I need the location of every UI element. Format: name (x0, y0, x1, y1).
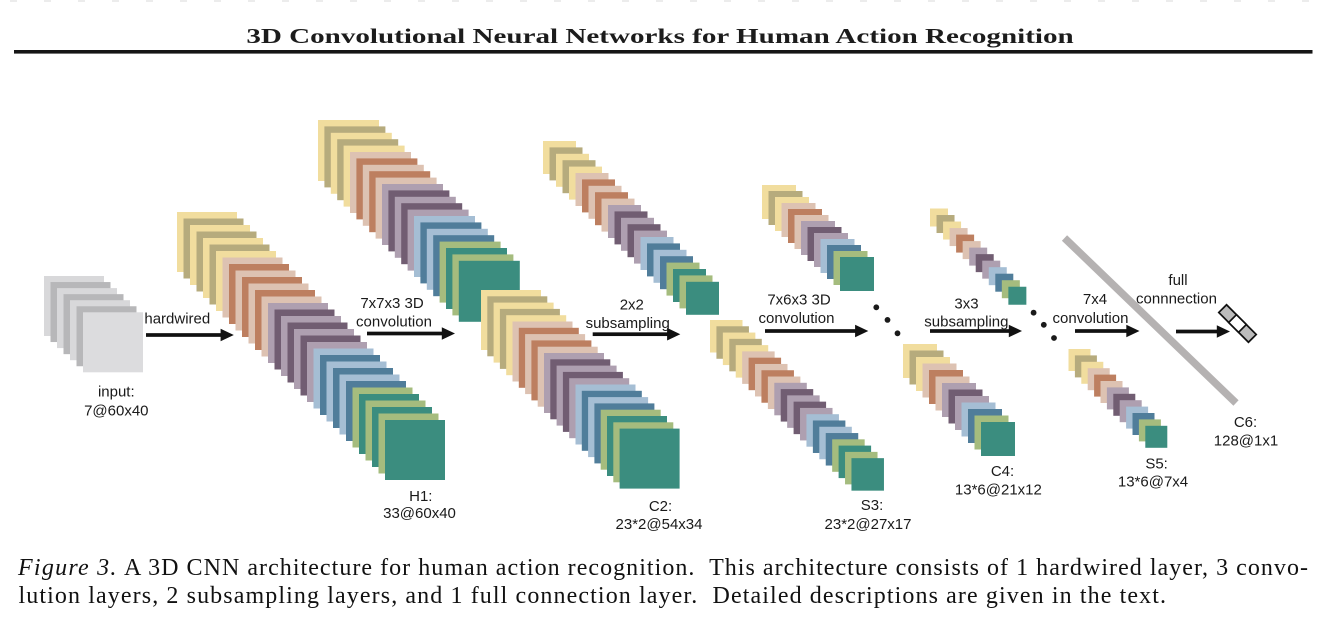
svg-text:C6:: C6: (1234, 414, 1257, 431)
svg-text:7x6x3 3D: 7x6x3 3D (767, 291, 831, 308)
svg-text:C4:: C4: (991, 463, 1014, 480)
svg-text:full: full (1168, 272, 1187, 289)
svg-text:33@60x40: 33@60x40 (383, 505, 456, 522)
svg-text:13*6@7x4: 13*6@7x4 (1118, 473, 1188, 490)
svg-text:convolution: convolution (356, 314, 432, 331)
svg-text:subsampling: subsampling (924, 313, 1008, 330)
svg-text:128@1x1: 128@1x1 (1214, 432, 1278, 449)
svg-text:S3:: S3: (861, 497, 884, 514)
svg-text:convolution: convolution (759, 310, 835, 327)
svg-text:input:: input: (98, 384, 135, 401)
svg-text:convolution: convolution (1053, 310, 1129, 327)
svg-text:7x4: 7x4 (1083, 291, 1107, 308)
svg-text:S5:: S5: (1145, 455, 1168, 472)
svg-text:23*2@54x34: 23*2@54x34 (616, 516, 703, 533)
svg-text:7x7x3 3D: 7x7x3 3D (360, 295, 424, 312)
svg-text:3D Convolutional Neural Networ: 3D Convolutional Neural Networks for Hum… (246, 25, 1073, 48)
svg-text:C2:: C2: (649, 498, 672, 515)
svg-text:13*6@21x12: 13*6@21x12 (955, 482, 1042, 499)
svg-text:7@60x40: 7@60x40 (84, 403, 148, 420)
svg-text:subsampling: subsampling (586, 315, 670, 332)
svg-text:hardwired: hardwired (144, 311, 210, 328)
svg-text:connnection: connnection (1136, 290, 1217, 307)
svg-text:2x2: 2x2 (620, 296, 644, 313)
svg-text:23*2@27x17: 23*2@27x17 (825, 516, 912, 533)
svg-text:H1:: H1: (409, 488, 432, 505)
svg-text:Figure 3.: Figure 3. (17, 555, 116, 581)
svg-text:3x3: 3x3 (954, 295, 978, 312)
svg-text:A 3D CNN architecture for huma: A 3D CNN architecture for human action r… (124, 555, 1308, 581)
svg-text:lution layers, 2 subsampling l: lution layers, 2 subsampling layers, and… (19, 583, 1167, 609)
